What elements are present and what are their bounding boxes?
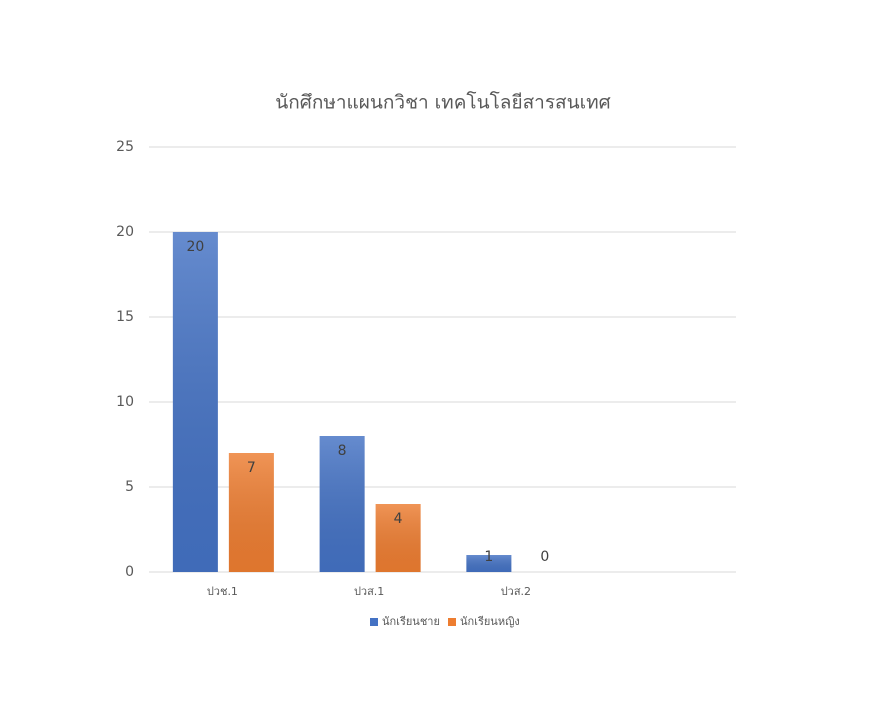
bar [172,232,218,572]
legend-label: นักเรียนหญิง [460,615,520,628]
y-tick-label: 10 [116,394,134,410]
data-label: 1 [484,549,493,565]
data-label: 20 [186,239,204,255]
y-tick-label: 5 [125,479,134,495]
data-label: 4 [394,511,403,527]
y-tick-label: 0 [125,564,134,580]
data-label: 8 [338,443,347,459]
y-tick-label: 20 [116,224,134,240]
legend-swatch [448,618,456,626]
chart-title: นักศึกษาแผนกวิชา เทคโนโลยีสารสนเทศ [275,91,610,114]
legend-label: นักเรียนชาย [382,615,440,628]
data-label: 7 [247,460,256,476]
x-tick-label: ปวส.1 [354,585,384,598]
y-tick-label: 25 [116,139,134,155]
y-tick-label: 15 [116,309,134,325]
x-tick-label: ปวส.2 [501,585,531,598]
data-label: 0 [540,549,549,565]
x-tick-label: ปวช.1 [207,585,238,598]
legend-swatch [370,618,378,626]
